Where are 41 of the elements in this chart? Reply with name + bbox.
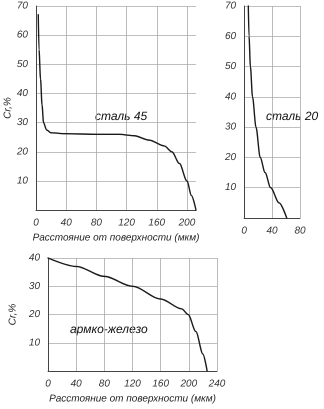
- y-tick-label: 40: [225, 91, 237, 102]
- x-tick-label: 80: [294, 226, 306, 236]
- annotation: сталь 45: [95, 109, 148, 123]
- y-tick-label: 30: [28, 280, 40, 292]
- x-tick-label: 240: [208, 378, 226, 390]
- y-axis-title: Cr,%: [2, 97, 14, 119]
- y-tick-label: 10: [16, 175, 28, 186]
- y-tick-label: 40: [16, 88, 28, 99]
- y-axis-title: Cr,%: [8, 304, 18, 326]
- y-tick-label: 10: [28, 337, 40, 348]
- x-tick-label: 120: [118, 218, 136, 229]
- y-tick-label: 20: [16, 146, 28, 158]
- x-tick-label: 40: [60, 218, 72, 229]
- x-tick-label: 160: [152, 378, 170, 390]
- y-tick-label: 20: [28, 309, 40, 320]
- x-tick-label: 0: [45, 378, 52, 390]
- y-tick-label: 50: [225, 61, 237, 72]
- x-tick-label: 40: [70, 378, 82, 390]
- y-tick-label: 10: [225, 182, 237, 194]
- y-tick-label: 50: [16, 58, 28, 70]
- x-axis-title: Расстояние от поверхности (мкм): [32, 232, 200, 244]
- y-tick-label: 70: [225, 0, 237, 12]
- x-tick-label: 80: [90, 218, 102, 229]
- x-tick-label: 120: [124, 378, 142, 390]
- y-tick-label: 20: [224, 152, 237, 163]
- x-tick-label: 200: [179, 378, 198, 390]
- x-tick-label: 200: [178, 218, 196, 229]
- x-axis-title: Расстояние от поверхности (мкм): [49, 394, 216, 404]
- y-tick-label: 70: [16, 0, 28, 12]
- x-tick-label: 160: [148, 218, 166, 229]
- y-tick-label: 30: [225, 122, 237, 133]
- x-tick-label: 80: [98, 378, 110, 390]
- x-tick-label: 40: [266, 226, 278, 236]
- y-tick-label: 30: [16, 117, 28, 128]
- x-tick-label: 0: [241, 226, 248, 236]
- annotation: армко-железо: [70, 322, 148, 336]
- y-tick-label: 60: [16, 30, 28, 41]
- y-tick-label: 40: [28, 252, 40, 264]
- annotation: сталь 20: [266, 109, 318, 123]
- y-tick-label: 60: [225, 30, 237, 42]
- x-tick-label: 0: [33, 218, 40, 229]
